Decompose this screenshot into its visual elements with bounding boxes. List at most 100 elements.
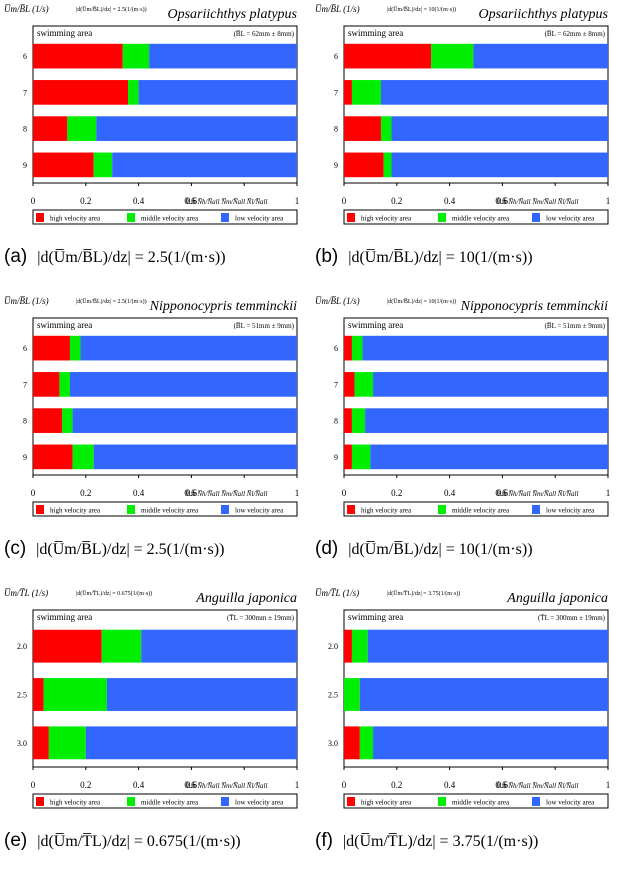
legend [343,209,609,225]
legend-swatch [127,213,135,222]
x-tick-label: 0.6 [186,780,198,790]
gradient-note: |d(U̅m/B̅L)/dz| = 10(1/(m·s)) [387,6,456,13]
panel-label: (d) [315,538,339,559]
gradient-formula: |d(U̅m/B̅L)/dz| = 10(1/(m·s)) [348,249,533,266]
x-axis-label: N̅h/N̅all N̅m/N̅all N̅l/N̅all [196,782,267,790]
chart-title: Nipponocypris temminckii [149,299,297,314]
bar-high-velocity [33,408,63,433]
legend-swatch [532,797,540,806]
bar-low-velocity [80,335,298,361]
legend-swatch [347,213,355,222]
x-tick-label: 0.6 [186,196,198,206]
legend [343,501,609,517]
bar-low-velocity [85,726,297,760]
bar-high-velocity [33,80,129,105]
bar-low-velocity [96,116,297,141]
legend [32,793,298,809]
swimming-area-label: swimming area [348,28,403,38]
bar-middle-velocity [59,372,70,397]
x-tick-label: 0 [31,780,36,790]
legend-swatch [36,505,44,514]
legend-label: low velocity area [235,215,284,223]
bar-middle-velocity [128,80,139,105]
bar-middle-velocity [67,116,97,141]
bar-middle-velocity [69,335,81,361]
y-axis-label: U̅m/T̅L (1/s) [4,588,48,598]
chart-title: Opsariichthys platypus [168,7,298,22]
x-axis-label: N̅h/N̅all N̅m/N̅all N̅l/N̅all [507,490,578,498]
gradient-formula: |d(U̅m/T̅L)/dz| = 3.75(1/(m·s)) [342,833,539,850]
legend-swatch [221,213,229,222]
legend [343,793,609,809]
panel-label: (b) [315,246,339,267]
bar-low-velocity [93,444,297,470]
y-axis-label: U̅m/B̅L (1/s) [315,296,360,306]
x-tick-label: 1 [606,196,611,206]
x-axis-label: N̅h/N̅all N̅m/N̅all N̅l/N̅all [507,782,578,790]
bar-middle-velocity [351,444,371,470]
swimming-area-label: swimming area [37,612,92,622]
bar-high-velocity [33,116,68,141]
panel-label: (e) [4,830,28,851]
svg-text:0.6: 0.6 [184,196,196,206]
x-tick-label: 0.4 [133,488,145,498]
y-tick-label: 9 [23,453,27,462]
y-tick-label: 9 [334,453,338,462]
legend-swatch [127,797,135,806]
legend-label: low velocity area [546,215,595,223]
bar-low-velocity [370,444,608,470]
x-tick-label: 1 [606,488,611,498]
x-tick-label: 0.4 [444,488,456,498]
bar-high-velocity [344,444,352,470]
bar-low-velocity [106,678,297,711]
bar-high-velocity [344,372,355,397]
legend-label: middle velocity area [452,507,510,515]
bar-low-velocity [72,408,297,433]
chart-title: Opsariichthys platypus [479,7,609,22]
legend-label: low velocity area [546,799,595,807]
chart-panel-a: Opsariichthys platypus U̅m/B̅L (1/s) |d(U̅… [4,4,299,225]
legend-label: high velocity area [361,507,412,515]
bar-high-velocity [344,629,352,663]
size-note: (B̅L = 62mm ± 8mm) [545,30,606,38]
legend-swatch [221,505,229,514]
panel-caption: (d) |d(U̅m/B̅L)/dz| = 10(1/(m·s)) [315,538,533,560]
legend-label: high velocity area [50,799,101,807]
bar-middle-velocity [383,152,392,178]
bar-low-velocity [473,43,608,69]
y-tick-label: 2.5 [17,691,27,700]
bar-high-velocity [344,726,360,760]
x-tick-label: 1 [295,488,300,498]
bar-middle-velocity [101,629,142,663]
chart-panel-e: Anguilla japonica U̅m/T̅L (1/s) |d(U̅m/T̅L… [4,588,299,809]
bar-middle-velocity [380,116,392,141]
bar-middle-velocity [93,152,113,178]
panel-caption: (c) |d(U̅m/B̅L)/dz| = 2.5(1/(m·s)) [4,538,224,560]
legend-swatch [36,213,44,222]
panel-caption: (e) |d(U̅m/T̅L)/dz| = 0.675(1/(m·s)) [4,830,241,852]
bar-middle-velocity [431,43,474,69]
y-tick-label: 6 [23,344,27,353]
swimming-area-label: swimming area [348,612,403,622]
bar-low-velocity [380,80,608,105]
y-tick-label: 8 [23,125,27,134]
size-note: (B̅L = 51mm ± 9mm) [545,322,606,330]
gradient-note: |d(U̅m/T̅L)/dz| = 3.75(1/(m·s)) [387,590,460,597]
bar-low-velocity [373,372,608,397]
legend-label: middle velocity area [141,799,199,807]
y-tick-label: 7 [334,88,338,97]
bar-high-velocity [344,152,384,178]
legend-swatch [127,505,135,514]
svg-text:0.6: 0.6 [184,780,196,790]
x-tick-label: 0.2 [80,488,91,498]
panel-caption: (a) |d(U̅m/B̅L)/dz| = 2.5(1/(m·s)) [4,246,226,268]
bar-high-velocity [33,444,73,470]
bar-low-velocity [112,152,297,178]
size-note: (B̅L = 51mm ± 9mm) [234,322,295,330]
bar-high-velocity [33,372,60,397]
chart-panel-f: Anguilla japonica U̅m/T̅L (1/s) |d(U̅m/T̅L… [315,588,610,809]
x-axis-label: N̅h/N̅all N̅m/N̅all N̅l/N̅all [196,490,267,498]
legend-swatch [36,797,44,806]
bar-middle-velocity [359,726,374,760]
svg-text:0.6: 0.6 [495,780,507,790]
